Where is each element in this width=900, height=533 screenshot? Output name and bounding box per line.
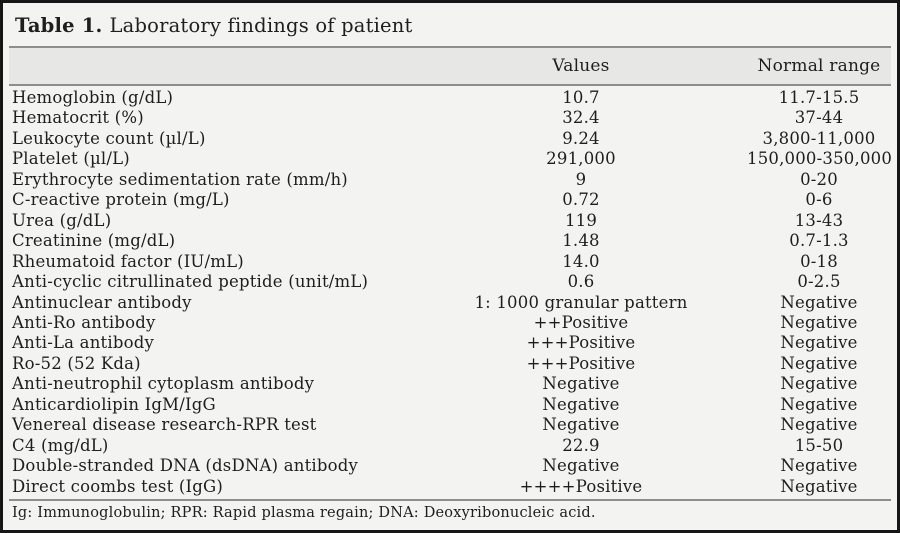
row-range: 150,000-350,000 (747, 149, 893, 169)
row-value: 10.7 (562, 88, 600, 107)
table-title: Table 1. Laboratory findings of patient (3, 3, 897, 46)
row-value: 9 (575, 169, 587, 189)
table-header-row: Values Normal range (9, 46, 891, 86)
row-value: Negative (542, 374, 620, 394)
row-range: Negative (780, 415, 858, 435)
table-row: Hemoglobin (g/dL) 10.7 11.7-15.5 (9, 88, 891, 108)
row-range: 13-43 (794, 210, 844, 230)
row-range: Negative (780, 476, 858, 496)
table-row: C4 (mg/dL) 22.9 15-50 (9, 436, 891, 456)
row-label: Hematocrit (%) (12, 108, 144, 128)
table-row: Urea (g/dL) 119 13-43 (9, 211, 891, 231)
row-value: 32.4 (562, 108, 600, 128)
table-row: Double-stranded DNA (dsDNA) antibody Neg… (9, 456, 891, 476)
table-row: Anti-cyclic citrullinated peptide (unit/… (9, 272, 891, 292)
row-value: ++++Positive (519, 476, 643, 496)
row-range: 37-44 (794, 108, 844, 128)
table-row: Erythrocyte sedimentation rate (mm/h) 9 … (9, 170, 891, 190)
column-header-normal-range: Normal range (757, 56, 881, 76)
row-label: Double-stranded DNA (dsDNA) antibody (12, 456, 359, 476)
row-value: Negative (542, 415, 620, 435)
row-value: 14.0 (562, 251, 600, 271)
row-range: 0-18 (800, 251, 838, 271)
row-label: Leukocyte count (µl/L) (12, 128, 206, 148)
row-range: 0-2.5 (797, 272, 841, 292)
row-label: Anti-neutrophil cytoplasm antibody (12, 374, 315, 394)
row-range: Negative (780, 333, 858, 353)
table-row: Direct coombs test (IgG) ++++Positive Ne… (9, 477, 891, 497)
row-label: Urea (g/dL) (12, 210, 112, 230)
row-value: +++Positive (526, 353, 636, 373)
row-range: 11.7-15.5 (778, 88, 860, 107)
row-label: Erythrocyte sedimentation rate (mm/h) (12, 169, 348, 189)
row-label: Anticardiolipin IgM/IgG (12, 394, 216, 414)
table-body: Hemoglobin (g/dL) 10.7 11.7-15.5 Hematoc… (9, 86, 893, 497)
table-caption: Laboratory findings of patient (109, 14, 413, 37)
table-row: C-reactive protein (mg/L) 0.72 0-6 (9, 190, 891, 210)
row-label: Platelet (µl/L) (12, 149, 130, 169)
table-row: Anti-Ro antibody ++Positive Negative (9, 313, 891, 333)
table-row: Anti-La antibody +++Positive Negative (9, 333, 891, 353)
row-label: Creatinine (mg/dL) (12, 231, 176, 251)
table-row: Platelet (µl/L) 291,000 150,000-350,000 (9, 149, 893, 169)
row-value: 22.9 (562, 435, 600, 455)
row-label: Anti-La antibody (12, 333, 155, 353)
row-value: 119 (564, 210, 598, 230)
table-row: Creatinine (mg/dL) 1.48 0.7-1.3 (9, 231, 891, 251)
table-row: Antinuclear antibody 1: 1000 granular pa… (9, 293, 891, 313)
row-label: C-reactive protein (mg/L) (12, 190, 230, 210)
row-value: 1: 1000 granular pattern (474, 292, 688, 312)
row-label: C4 (mg/dL) (12, 435, 109, 455)
row-range: 0-6 (805, 190, 833, 210)
table-row: Rheumatoid factor (IU/mL) 14.0 0-18 (9, 252, 891, 272)
row-range: Negative (780, 394, 858, 414)
row-value: 0.72 (562, 190, 600, 210)
row-value: 9.24 (562, 128, 600, 148)
row-range: Negative (780, 456, 858, 476)
table-footnote: Ig: Immunoglobulin; RPR: Rapid plasma re… (9, 499, 891, 521)
row-label: Anti-Ro antibody (12, 312, 156, 332)
row-range: Negative (780, 292, 858, 312)
column-header-values: Values (552, 56, 610, 76)
row-range: Negative (780, 312, 858, 332)
row-range: 3,800-11,000 (762, 128, 876, 148)
row-label: Ro-52 (52 Kda) (12, 353, 141, 373)
row-range: 15-50 (794, 435, 844, 455)
row-label: Venereal disease research-RPR test (12, 415, 317, 435)
row-value: +++Positive (526, 333, 636, 353)
table-row: Anticardiolipin IgM/IgG Negative Negativ… (9, 395, 891, 415)
table-number: Table 1. (15, 14, 103, 37)
table-row: Ro-52 (52 Kda) +++Positive Negative (9, 354, 891, 374)
row-value: Negative (542, 394, 620, 414)
row-value: 291,000 (546, 149, 616, 169)
row-label: Rheumatoid factor (IU/mL) (12, 251, 244, 271)
table-row: Leukocyte count (µl/L) 9.24 3,800-11,000 (9, 129, 891, 149)
table-row: Hematocrit (%) 32.4 37-44 (9, 108, 891, 128)
table-row: Venereal disease research-RPR test Negat… (9, 415, 891, 435)
row-value: 0.6 (567, 272, 595, 292)
row-value: ++Positive (533, 312, 629, 332)
row-value: 1.48 (562, 231, 600, 251)
row-range: 0.7-1.3 (789, 231, 849, 251)
row-label: Antinuclear antibody (12, 292, 192, 312)
row-label: Anti-cyclic citrullinated peptide (unit/… (12, 272, 369, 292)
row-range: Negative (780, 374, 858, 394)
row-range: 0-20 (800, 169, 838, 189)
row-label: Direct coombs test (IgG) (12, 476, 223, 496)
row-value: Negative (542, 456, 620, 476)
row-label: Hemoglobin (g/dL) (12, 88, 174, 107)
row-range: Negative (780, 353, 858, 373)
table-row: Anti-neutrophil cytoplasm antibody Negat… (9, 374, 891, 394)
